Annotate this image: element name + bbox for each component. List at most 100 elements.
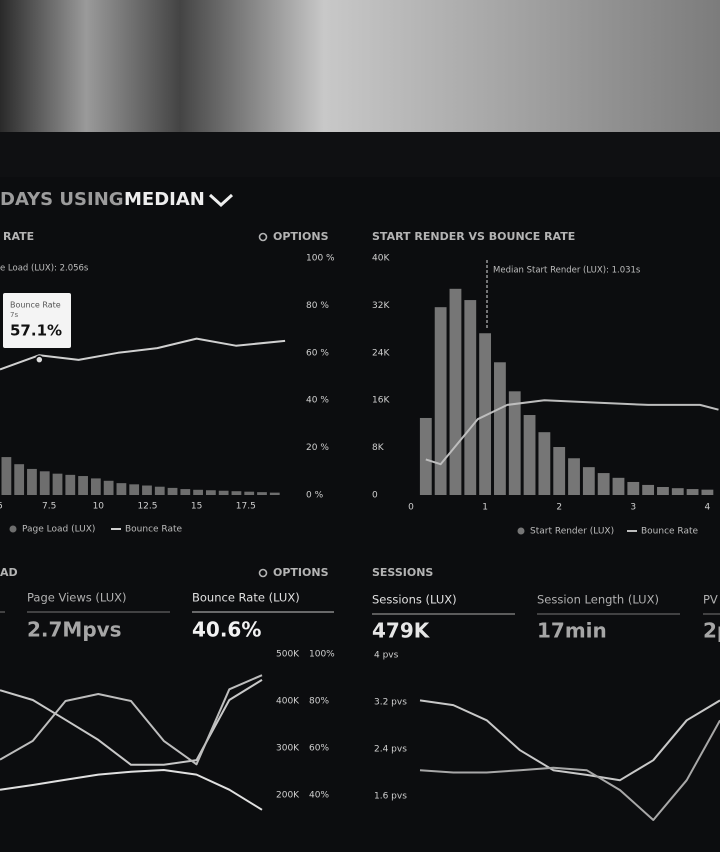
histogram-bar xyxy=(142,485,152,495)
histogram-bar xyxy=(612,477,625,495)
metric-value: 2p xyxy=(703,619,720,643)
metric-label: Page Views (LUX) xyxy=(27,591,127,605)
histogram-bar xyxy=(686,489,699,495)
metric-label: Sessions (LUX) xyxy=(372,593,457,607)
x-tick-label: 10 xyxy=(93,502,105,512)
histogram-bar xyxy=(464,300,477,495)
histogram-bar xyxy=(39,471,50,495)
histogram-bar xyxy=(642,484,655,495)
x-tick-label: 3 xyxy=(630,503,636,513)
histogram-bar xyxy=(103,480,114,495)
background-photo xyxy=(0,0,720,135)
tooltip-x: 7s xyxy=(10,311,18,319)
histogram-bar xyxy=(193,489,203,495)
histogram-bar xyxy=(180,489,191,495)
panel-title: START RENDER VS BOUNCE RATE xyxy=(372,230,575,243)
options-button[interactable]: OPTIONS xyxy=(273,230,329,243)
histogram-bar xyxy=(494,362,506,495)
tooltip-value: 57.1% xyxy=(10,322,62,340)
histogram-bar xyxy=(65,474,76,495)
y2-tick-label: 80 % xyxy=(306,301,329,311)
y-tick-label: 1.6 pvs xyxy=(374,791,407,801)
panel-title: AD xyxy=(0,566,18,579)
options-icon[interactable] xyxy=(258,568,268,578)
histogram-bar xyxy=(205,490,216,495)
y-tick-label: 400K xyxy=(276,696,300,706)
histogram-bar xyxy=(116,483,127,495)
metric-label: Session Length (LUX) xyxy=(537,593,659,607)
metric-value: 17min xyxy=(537,619,607,643)
histogram-bar xyxy=(449,288,462,495)
y-tick-label: 200K xyxy=(276,790,300,800)
histogram-bar xyxy=(167,487,178,495)
histogram-bar xyxy=(538,432,551,495)
x-tick-label: 7.5 xyxy=(42,502,56,512)
histogram-bar xyxy=(129,484,140,495)
y2-tick-label: 0 % xyxy=(306,491,324,501)
screen-header xyxy=(0,132,720,177)
header-emphasis[interactable]: MEDIAN xyxy=(124,189,205,210)
histogram-bar xyxy=(14,464,25,495)
histogram-bar xyxy=(257,492,267,495)
histogram-bar xyxy=(568,458,580,495)
histogram-bar xyxy=(657,487,669,495)
series-line xyxy=(0,674,263,766)
histogram-bar xyxy=(52,473,63,495)
annotation: Median Start Render (LUX): 1.031s xyxy=(493,266,641,276)
y2-tick-label: 80% xyxy=(309,696,329,706)
panel-title: RATE xyxy=(3,230,34,243)
histogram-bar xyxy=(269,492,280,495)
x-tick-label: 5 xyxy=(0,502,3,512)
series-line xyxy=(0,337,286,371)
options-button[interactable]: OPTIONS xyxy=(273,566,329,579)
metric-label: Bounce Rate (LUX) xyxy=(192,591,300,605)
histogram-bar xyxy=(597,473,610,495)
options-icon[interactable] xyxy=(258,232,268,242)
x-tick-label: 17.5 xyxy=(236,502,256,512)
metric-value: 40.6% xyxy=(192,618,261,642)
series-line xyxy=(419,699,720,782)
y2-tick-label: 60 % xyxy=(306,348,329,358)
tooltip-point xyxy=(35,355,44,364)
metric-value: 479K xyxy=(372,619,431,643)
tooltip-box xyxy=(3,293,71,348)
y-tick-label: 300K xyxy=(276,743,300,753)
series-line xyxy=(0,679,263,766)
y-tick-label: 8K xyxy=(372,443,385,453)
legend-label: Page Load (LUX) xyxy=(22,525,95,535)
y2-tick-label: 100 % xyxy=(306,254,335,264)
y-tick-label: 500K xyxy=(276,650,300,660)
legend-label: Start Render (LUX) xyxy=(530,527,614,537)
y2-tick-label: 40% xyxy=(309,790,329,800)
y2-tick-label: 40 % xyxy=(306,396,329,406)
y2-tick-label: 20 % xyxy=(306,443,329,453)
annotation: e Load (LUX): 2.056s xyxy=(0,264,89,274)
x-tick-label: 1 xyxy=(482,503,488,513)
y2-tick-label: 100% xyxy=(309,650,335,660)
y2-tick-label: 60% xyxy=(309,743,329,753)
histogram-bar xyxy=(154,486,165,495)
histogram-bar xyxy=(78,476,88,495)
histogram-bar xyxy=(627,481,640,495)
histogram-bar xyxy=(244,491,255,495)
tooltip-title: Bounce Rate xyxy=(10,301,61,310)
histogram-bar xyxy=(419,417,432,495)
chevron-icon[interactable] xyxy=(208,193,234,208)
y-tick-label: 32K xyxy=(372,301,390,311)
histogram-bar xyxy=(553,447,566,495)
legend-swatch xyxy=(9,525,17,533)
histogram-bar xyxy=(1,457,12,495)
y-tick-label: 4 pvs xyxy=(374,651,399,661)
histogram-bar xyxy=(508,391,521,495)
histogram-bar xyxy=(582,467,595,495)
series-line xyxy=(419,719,720,821)
histogram-bar xyxy=(27,468,37,495)
histogram-bar xyxy=(231,491,242,495)
y-tick-label: 24K xyxy=(372,348,390,358)
y-tick-label: 40K xyxy=(372,254,390,264)
metric-value: 2.7Mpvs xyxy=(27,618,122,642)
y-tick-label: 0 xyxy=(372,491,378,501)
histogram-bar xyxy=(218,490,229,495)
y-tick-label: 3.2 pvs xyxy=(374,698,407,708)
